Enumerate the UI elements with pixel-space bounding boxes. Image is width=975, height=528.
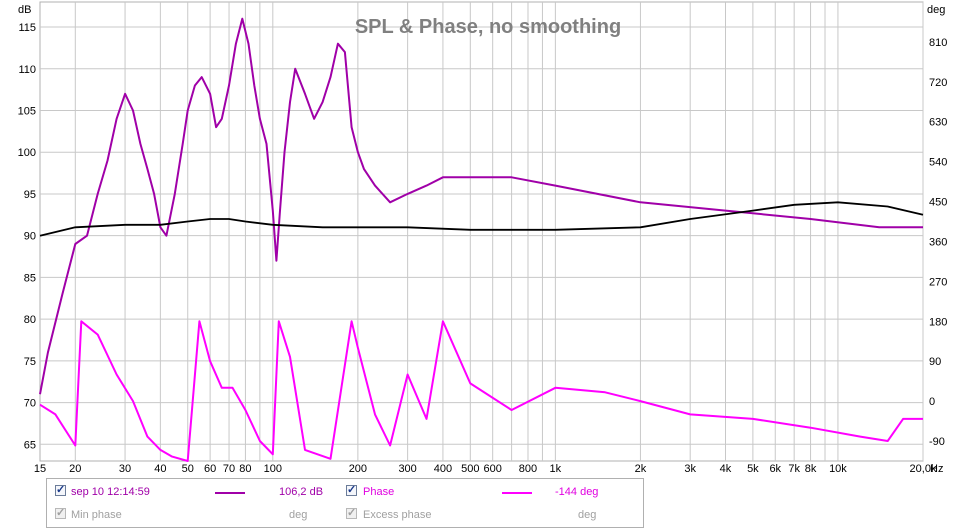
x-tick-label: 7k xyxy=(788,463,800,475)
x-tick-label: 5k xyxy=(747,463,759,475)
x-tick-label: 40 xyxy=(154,463,166,475)
y-right-tick-label: 720 xyxy=(929,77,947,89)
y-right-tick-label: 630 xyxy=(929,117,947,129)
y-left-tick-label: 70 xyxy=(24,398,36,410)
y-right-tick-label: -90 xyxy=(929,436,945,448)
x-tick-label: 50 xyxy=(182,463,194,475)
x-tick-label: 300 xyxy=(398,463,416,475)
check-icon: ✓ xyxy=(347,484,357,496)
check-icon: ✓ xyxy=(56,507,66,519)
y-left-tick-label: 110 xyxy=(18,64,36,76)
legend-panel: ✓ sep 10 12:14:59 106,2 dB ✓ Phase -144 … xyxy=(46,478,644,528)
y-right-tick-labels: -90 0 90 180 270 360 450 540 630 720 810 xyxy=(929,37,947,448)
spl-line xyxy=(39,17,923,395)
x-tick-label: 4k xyxy=(720,463,732,475)
y-left-tick-label: 100 xyxy=(18,147,36,159)
x-tick-label: 8k xyxy=(805,463,817,475)
x-tick-label: 3k xyxy=(684,463,696,475)
y-left-tick-label: 65 xyxy=(24,439,36,451)
y-right-tick-label: 90 xyxy=(929,356,941,368)
x-tick-label: 20 xyxy=(69,463,81,475)
y-left-tick-label: 115 xyxy=(18,22,36,34)
spl-phase-chart: 15 20 30 40 50 60 70 80 100 200 300 400 500 600 800 1k 2… xyxy=(18,1,947,475)
x-tick-label: 20,0k xyxy=(910,463,937,475)
grid xyxy=(40,2,924,461)
x-tick-label: 200 xyxy=(349,463,367,475)
minphase-label: Min phase xyxy=(71,509,122,521)
excess-phase-unit: deg xyxy=(578,509,597,521)
x-tick-label: 70 xyxy=(223,463,235,475)
chart-title: SPL & Phase, no smoothing xyxy=(355,16,621,38)
phase-line xyxy=(39,320,923,462)
x-tick-label: 15 xyxy=(34,463,46,475)
x-tick-labels: 15 20 30 40 50 60 70 80 100 200 300 400 500 600 800 1k 2… xyxy=(34,463,937,475)
x-tick-label: 80 xyxy=(239,463,251,475)
x-tick-label: 10k xyxy=(829,463,847,475)
x-tick-label: 800 xyxy=(519,463,537,475)
phase-label: Phase xyxy=(363,486,395,498)
y-left-tick-label: 80 xyxy=(24,314,36,326)
y-right-axis-label: deg xyxy=(927,4,945,16)
x-tick-label: 2k xyxy=(635,463,647,475)
phase-checkbox[interactable]: ✓ xyxy=(346,484,357,496)
phase-value: -144 deg xyxy=(555,486,599,498)
y-right-tick-label: 270 xyxy=(929,276,947,288)
x-tick-label: 1k xyxy=(550,463,562,475)
series-layer xyxy=(39,17,924,462)
y-right-tick-label: 0 xyxy=(929,396,935,408)
y-left-tick-label: 95 xyxy=(24,189,36,201)
series1-value: 106,2 dB xyxy=(279,486,324,498)
legend-row-spl: ✓ sep 10 12:14:59 106,2 dB ✓ Phase -144 … xyxy=(47,481,643,501)
y-right-tick-label: 540 xyxy=(929,157,947,169)
x-unit-label: Hz xyxy=(930,463,943,475)
y-left-axis-label: dB xyxy=(18,4,31,16)
series1-swatch xyxy=(215,492,245,494)
x-tick-label: 600 xyxy=(484,463,502,475)
excess-phase-label: Excess phase xyxy=(363,509,432,521)
x-tick-label: 500 xyxy=(461,463,479,475)
series1-label: sep 10 12:14:59 xyxy=(71,486,150,498)
series1-checkbox[interactable]: ✓ xyxy=(55,484,66,496)
x-tick-label: 30 xyxy=(119,463,131,475)
legend-row-minphase: ✓ Min phase deg ✓ Excess phase deg xyxy=(47,504,643,524)
y-right-tick-label: 810 xyxy=(929,37,947,49)
check-icon: ✓ xyxy=(56,484,66,496)
plot-area xyxy=(39,1,924,462)
y-left-tick-label: 85 xyxy=(24,272,36,284)
y-left-tick-labels: 65 70 75 80 85 90 95 100 105 110 115 xyxy=(18,22,36,451)
average-line xyxy=(39,201,924,237)
x-tick-label: 60 xyxy=(204,463,216,475)
y-left-tick-label: 105 xyxy=(18,105,36,117)
y-right-tick-label: 450 xyxy=(929,197,947,209)
minphase-checkbox[interactable]: ✓ xyxy=(55,507,66,519)
check-icon: ✓ xyxy=(347,507,357,519)
phase-swatch xyxy=(502,492,532,494)
y-left-tick-label: 75 xyxy=(24,356,36,368)
x-tick-label: 6k xyxy=(769,463,781,475)
excess-phase-checkbox[interactable]: ✓ xyxy=(346,507,357,519)
y-right-tick-label: 180 xyxy=(929,316,947,328)
x-tick-label: 400 xyxy=(434,463,452,475)
y-left-tick-label: 90 xyxy=(24,231,36,243)
x-tick-label: 100 xyxy=(264,463,282,475)
minphase-unit: deg xyxy=(289,509,308,521)
y-right-tick-label: 360 xyxy=(929,236,947,248)
